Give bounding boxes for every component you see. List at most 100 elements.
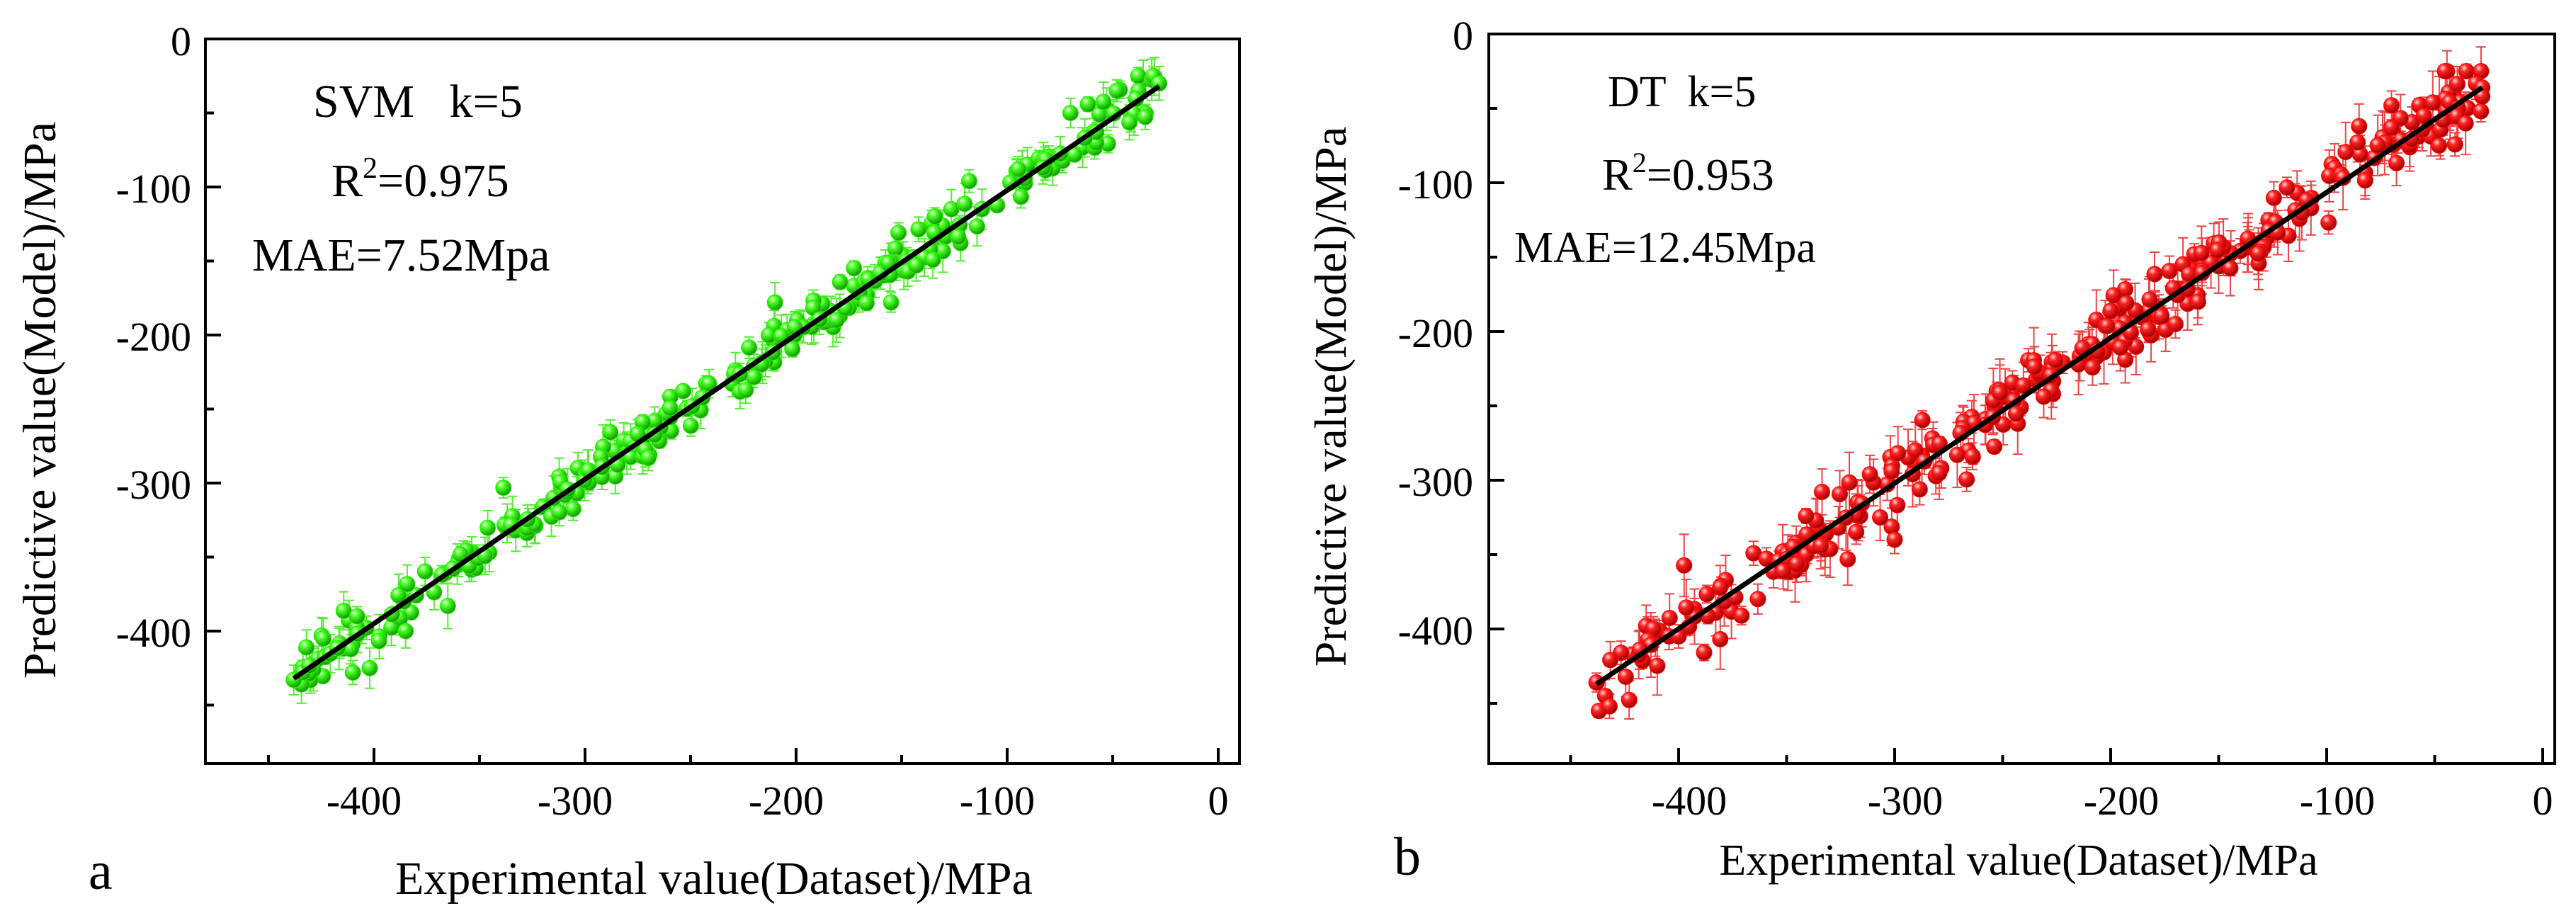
data-point-a-266 — [397, 623, 414, 640]
data-point-a-272 — [1062, 105, 1079, 121]
axis-ticks-b — [1489, 33, 2544, 764]
data-point-a-250 — [950, 228, 967, 245]
x-axis-label-a: Experimental value(Dataset)/MPa — [395, 853, 1033, 905]
r2-value-b: =0.953 — [1647, 149, 1774, 200]
data-point-b-226 — [2388, 154, 2405, 171]
data-point-b-311 — [2431, 137, 2448, 154]
data-point-b-233 — [1712, 631, 1729, 648]
data-point-b-239 — [2084, 359, 2101, 376]
fit-line-a — [292, 84, 1161, 681]
data-point-a-269 — [766, 294, 783, 311]
data-point-a-262 — [314, 630, 331, 647]
data-point-b-178 — [2356, 172, 2373, 189]
data-point-a-261 — [298, 639, 315, 656]
data-point-a-264 — [361, 659, 378, 676]
data-point-b-65 — [1848, 523, 1865, 540]
data-point-b-176 — [1712, 579, 1729, 596]
data-point-a-60 — [1130, 67, 1147, 84]
ytick-label-b-3: -300 — [1398, 459, 1473, 505]
data-point-b-287 — [1992, 385, 2009, 402]
data-point-b-158 — [2035, 388, 2052, 405]
xtick-label-b-1: -300 — [1868, 778, 1943, 824]
data-point-b-283 — [1775, 562, 1792, 579]
data-point-a-106 — [370, 633, 387, 650]
y-axis-label-b: Predictive value(Model)/MPa — [1305, 127, 1356, 667]
data-point-a-271 — [960, 173, 977, 190]
ytick-label-a-1: -100 — [116, 166, 191, 212]
data-point-a-74 — [784, 341, 801, 358]
data-point-b-138 — [2424, 94, 2441, 111]
data-point-b-152 — [1617, 669, 1634, 686]
data-point-a-24 — [682, 417, 699, 434]
xtick-label-b-2: -200 — [2084, 778, 2159, 824]
data-point-b-306 — [2167, 316, 2184, 332]
data-point-a-189 — [602, 424, 619, 441]
xtick-label-b-3: -100 — [2300, 778, 2375, 824]
ytick-label-b-1: -100 — [1398, 161, 1473, 208]
data-point-a-238 — [828, 312, 845, 329]
data-point-b-252 — [1889, 497, 1906, 514]
x-axis-label-b: Experimental value(Dataset)/MPa — [1719, 837, 2317, 885]
r2-letter-b: R — [1602, 149, 1633, 200]
ytick-label-b-2: -200 — [1398, 310, 1473, 356]
data-point-a-49 — [416, 563, 433, 580]
ytick-label-a-4: -400 — [116, 610, 191, 656]
ytick-label-a-2: -200 — [116, 314, 191, 360]
data-point-b-66 — [2449, 76, 2466, 93]
data-point-a-135 — [1095, 93, 1112, 110]
data-point-b-223 — [2105, 287, 2122, 304]
data-point-b-267 — [2209, 242, 2226, 259]
r2-superscript-a: 2 — [363, 152, 378, 185]
data-point-b-205 — [1914, 412, 1931, 429]
data-point-a-206 — [890, 225, 907, 242]
xtick-label-a-1: -300 — [538, 778, 613, 824]
data-point-a-153 — [858, 295, 875, 312]
data-point-b-291 — [2140, 321, 2157, 338]
data-point-b-262 — [1907, 442, 1924, 459]
annotation-title-a: SVM k=5 — [313, 76, 523, 127]
fit-line-b — [1595, 85, 2484, 686]
data-point-a-19 — [480, 519, 497, 536]
data-point-b-235 — [2337, 144, 2354, 161]
data-point-b-305 — [1886, 531, 1903, 548]
ytick-label-a-3: -300 — [116, 462, 191, 508]
data-point-b-275 — [1798, 508, 1815, 525]
data-point-a-4 — [968, 218, 985, 235]
panel-label-a: a — [89, 841, 113, 901]
data-point-a-259 — [662, 399, 679, 416]
r2-letter-a: R — [331, 155, 363, 207]
data-point-b-229 — [2141, 291, 2158, 308]
panel-label-b: b — [1394, 827, 1421, 887]
data-point-b-216 — [2189, 293, 2206, 310]
annotation-mae-b: MAE=12.45Mpa — [1514, 224, 1816, 272]
data-point-b-193 — [1832, 486, 1849, 503]
data-point-b-245 — [1839, 551, 1856, 568]
data-point-a-143 — [399, 576, 416, 593]
data-point-b-171 — [2015, 377, 2032, 394]
r2-superscript-b: 2 — [1633, 147, 1647, 178]
xtick-label-b-4: 0 — [2533, 778, 2553, 824]
annotation-mae-a: MAE=7.52Mpa — [252, 229, 550, 281]
data-point-a-54 — [390, 586, 407, 603]
data-point-b-89 — [2161, 263, 2178, 280]
data-point-a-198 — [956, 195, 973, 212]
data-point-b-48 — [1621, 691, 1638, 708]
data-point-b-217 — [1986, 438, 2003, 455]
data-point-a-227 — [495, 480, 512, 497]
data-point-b-309 — [2383, 119, 2400, 136]
data-point-b-113 — [2473, 103, 2490, 120]
data-point-a-232 — [564, 501, 581, 518]
data-point-b-133 — [1676, 557, 1693, 574]
data-point-b-211 — [1813, 483, 1830, 500]
data-point-a-205 — [846, 260, 863, 277]
data-point-b-294 — [1883, 463, 1900, 480]
plot-frame-a — [204, 38, 1241, 765]
data-point-b-276 — [1812, 538, 1829, 555]
data-point-a-179 — [737, 382, 754, 399]
data-point-b-12 — [1749, 591, 1766, 608]
data-point-a-254 — [908, 257, 925, 274]
data-point-b-279 — [2112, 339, 2129, 356]
data-point-b-168 — [1661, 609, 1678, 626]
data-point-b-253 — [1602, 652, 1619, 669]
data-point-a-165 — [832, 273, 849, 290]
